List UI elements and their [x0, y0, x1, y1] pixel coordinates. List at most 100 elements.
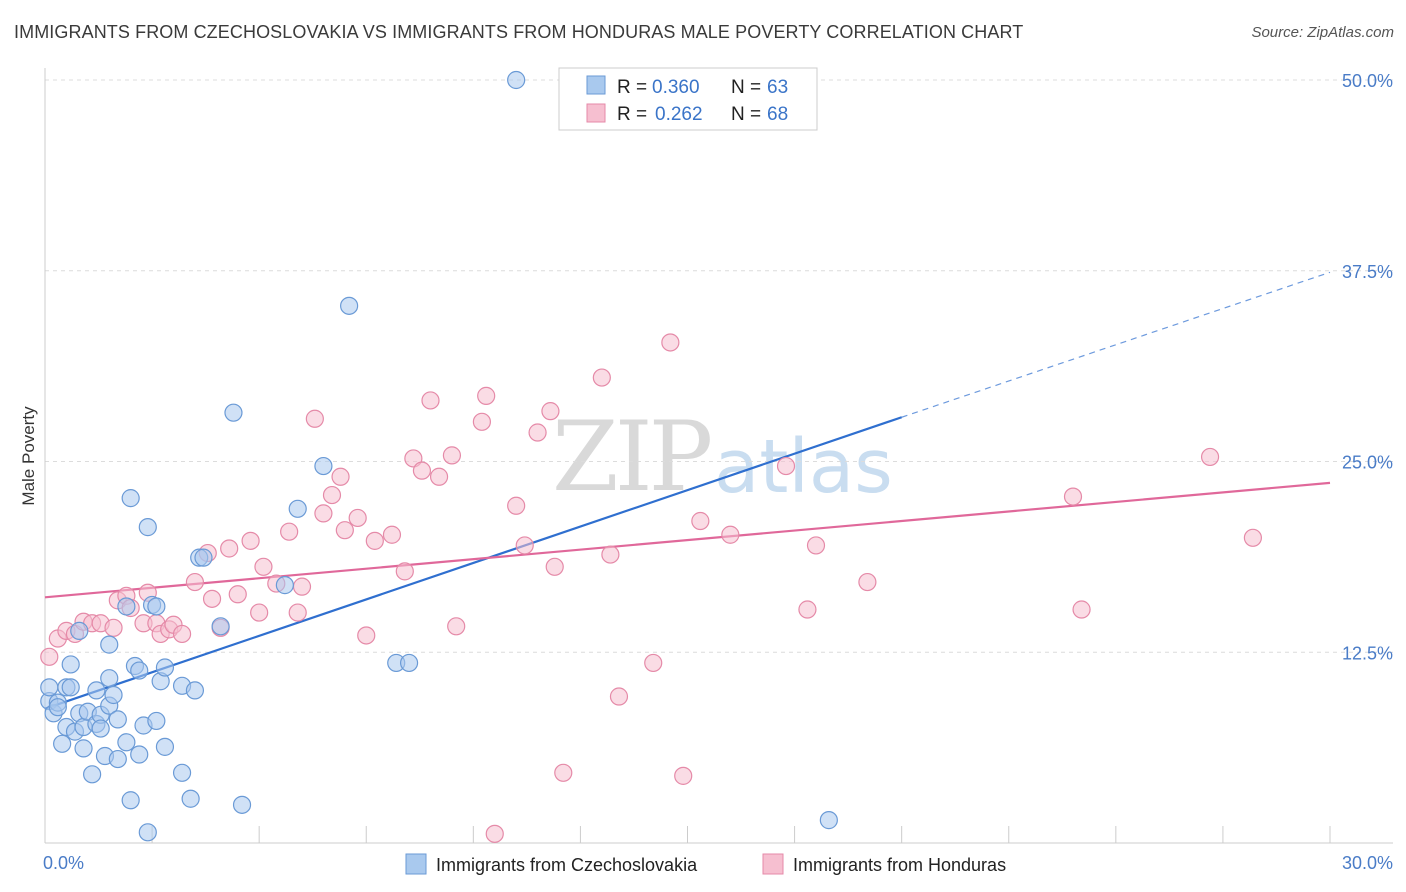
legend-r-value-2: 0.262: [655, 104, 703, 125]
point-honduras: [305, 409, 324, 428]
point-czechoslovakia: [185, 681, 205, 700]
point-czechoslovakia: [288, 499, 307, 518]
point-czechoslovakia: [211, 617, 230, 636]
point-czechoslovakia: [100, 635, 119, 654]
point-honduras: [228, 585, 247, 604]
point-czechoslovakia: [61, 655, 80, 674]
series-legend-swatch-blue: [405, 853, 427, 875]
point-honduras: [507, 496, 526, 515]
point-honduras: [447, 617, 466, 636]
point-honduras: [104, 618, 123, 637]
point-honduras: [1072, 600, 1091, 619]
trend-line-honduras: [44, 481, 1331, 599]
point-czechoslovakia: [819, 811, 838, 830]
legend-r-label-1: R =: [617, 77, 647, 98]
point-czechoslovakia: [155, 737, 175, 756]
trend-lines: [44, 271, 1331, 710]
point-honduras: [472, 412, 491, 431]
point-honduras: [254, 557, 273, 576]
point-czechoslovakia: [147, 711, 166, 731]
source-credit: Source: ZipAtlas.com: [1251, 24, 1394, 41]
point-czechoslovakia: [138, 518, 157, 537]
point-honduras: [335, 521, 354, 540]
y-axis-label: Male Poverty: [19, 406, 38, 506]
point-czechoslovakia: [130, 745, 149, 764]
point-czechoslovakia: [138, 823, 157, 842]
point-czechoslovakia: [340, 296, 359, 315]
watermark-zip: ZIP: [552, 401, 711, 513]
point-honduras: [280, 522, 299, 541]
chart-title: IMMIGRANTS FROM CZECHOSLOVAKIA VS IMMIGR…: [14, 22, 1024, 42]
y-tick-label: 37.5%: [1342, 262, 1393, 282]
trend-line-czechoslovakia: [44, 416, 903, 710]
point-czechoslovakia: [48, 698, 67, 717]
point-honduras: [382, 525, 402, 544]
correlation-legend: R = 0.360 N = 63 R = 0.262 N = 68: [558, 67, 818, 131]
point-honduras: [314, 504, 333, 523]
point-czechoslovakia: [181, 789, 200, 808]
point-czechoslovakia: [232, 795, 252, 814]
point-czechoslovakia: [314, 456, 333, 476]
point-czechoslovakia: [104, 685, 123, 705]
point-honduras: [721, 525, 740, 544]
series-legend-label-pink: Immigrants from Honduras: [793, 855, 1006, 875]
point-honduras: [806, 536, 826, 555]
point-honduras: [395, 562, 414, 581]
point-honduras: [1200, 447, 1220, 467]
legend-swatch-blue: [586, 75, 606, 95]
x-tick-label-max: 30.0%: [1342, 853, 1393, 873]
point-honduras: [485, 824, 504, 843]
point-honduras: [477, 386, 496, 405]
point-honduras: [1243, 528, 1263, 547]
point-czechoslovakia: [275, 576, 294, 595]
point-czechoslovakia: [83, 765, 102, 784]
point-honduras: [250, 603, 269, 622]
point-honduras: [292, 577, 312, 596]
point-czechoslovakia: [53, 734, 72, 753]
point-czechoslovakia: [70, 621, 89, 640]
y-tick-label: 25.0%: [1342, 453, 1393, 473]
legend-n-label-2: N =: [731, 104, 761, 125]
point-honduras: [545, 557, 564, 576]
legend-r-value-1: 0.360: [652, 77, 700, 98]
point-czechoslovakia: [117, 733, 136, 752]
point-czechoslovakia: [147, 597, 166, 616]
point-honduras: [202, 589, 222, 608]
point-czechoslovakia: [507, 70, 526, 90]
point-honduras: [1063, 487, 1083, 506]
point-honduras: [601, 545, 620, 564]
legend-n-value-2: 68: [767, 104, 788, 125]
point-honduras: [288, 603, 307, 622]
point-honduras: [412, 461, 432, 480]
point-czechoslovakia: [117, 597, 136, 616]
y-tick-label: 50.0%: [1342, 71, 1393, 91]
point-honduras: [442, 446, 462, 465]
trend-extension-czechoslovakia: [901, 271, 1331, 418]
gridlines: [45, 79, 1393, 653]
point-czechoslovakia: [399, 653, 419, 673]
x-tick-label-min: 0.0%: [43, 853, 84, 873]
point-honduras: [331, 467, 350, 486]
point-honduras: [541, 402, 560, 421]
point-honduras: [528, 423, 547, 442]
point-honduras: [644, 653, 663, 673]
point-honduras: [776, 456, 796, 476]
point-honduras: [554, 763, 573, 782]
point-honduras: [357, 626, 376, 645]
point-czechoslovakia: [100, 669, 119, 688]
point-honduras: [241, 531, 260, 550]
point-czechoslovakia: [61, 678, 80, 697]
point-honduras: [858, 572, 877, 592]
point-czechoslovakia: [194, 548, 213, 567]
y-tick-label: 12.5%: [1342, 643, 1393, 663]
point-honduras: [421, 391, 440, 410]
point-honduras: [365, 531, 384, 550]
point-czechoslovakia: [155, 658, 175, 677]
watermark-atlas: atlas: [714, 424, 893, 510]
point-honduras: [185, 572, 205, 592]
point-czechoslovakia: [74, 739, 93, 758]
point-czechoslovakia: [130, 661, 149, 680]
point-czechoslovakia: [172, 763, 192, 782]
point-czechoslovakia: [40, 678, 59, 697]
